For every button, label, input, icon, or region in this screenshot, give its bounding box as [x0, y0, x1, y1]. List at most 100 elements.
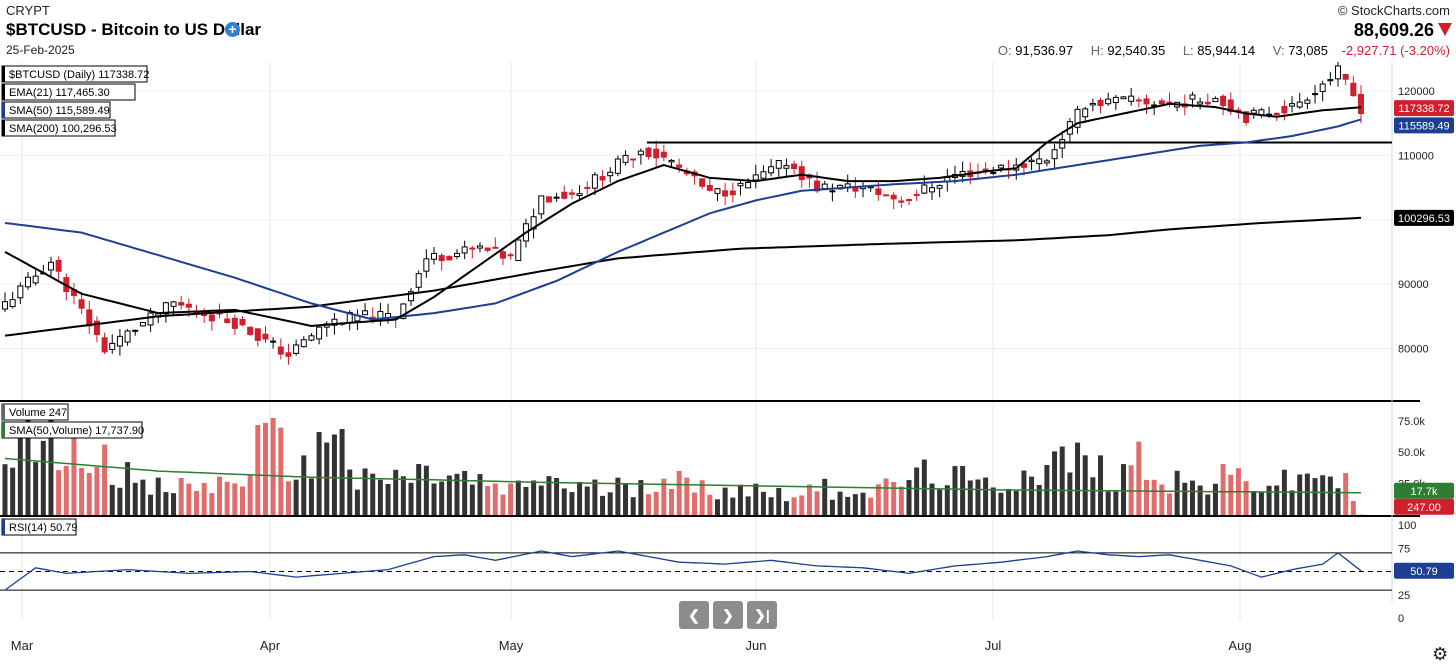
candle-body — [890, 194, 897, 200]
volume-bar — [906, 480, 912, 515]
volume-bar — [232, 483, 238, 515]
volume-bar — [1052, 451, 1058, 515]
candle-body — [78, 299, 85, 309]
candle-body — [1089, 103, 1096, 106]
volume-bar — [730, 497, 736, 515]
candle-body — [231, 317, 238, 329]
candle-body — [545, 196, 552, 203]
volume-bar — [2, 464, 8, 515]
volume-bar — [684, 477, 690, 515]
volume-bar — [1243, 481, 1249, 515]
candle-body — [1059, 139, 1066, 149]
candle-body — [1304, 99, 1311, 104]
sma50-line — [4, 118, 1362, 321]
volume-sma-badge-bg — [1394, 482, 1454, 499]
volume-bar — [86, 472, 92, 515]
gear-icon[interactable]: ⚙ — [1432, 644, 1449, 664]
candle-body — [124, 330, 131, 343]
candle-body — [285, 352, 292, 357]
volume-bar — [538, 485, 544, 515]
candle-body — [1143, 98, 1150, 105]
volume-bar — [1128, 465, 1134, 515]
legend-price: $BTCUSD (Daily) 117338.72 — [9, 69, 149, 81]
candle-body — [576, 193, 583, 197]
brand-label[interactable]: © StockCharts.com — [1337, 3, 1450, 18]
volume-sma-badge: 17.7k — [1411, 486, 1438, 498]
volume-bar — [17, 437, 23, 515]
volume-bar — [132, 482, 138, 515]
prev-button[interactable]: ❮ — [679, 601, 709, 629]
volume-bar — [898, 486, 904, 515]
rsi-tick-label: 75 — [1398, 543, 1410, 555]
candle-body — [829, 190, 836, 193]
volume-bar — [1029, 476, 1035, 515]
volume-bar — [362, 468, 368, 515]
volume-bar — [308, 478, 314, 515]
rsi-value-badge: 50.79 — [1410, 566, 1438, 578]
candle-body — [208, 314, 215, 322]
rsi-tick-label: 0 — [1398, 613, 1404, 625]
volume-bar — [293, 479, 299, 515]
next-button[interactable]: ❯ — [713, 601, 743, 629]
candle-body — [637, 150, 644, 156]
volume-tick-label: 50.0k — [1398, 447, 1425, 459]
volume-bar — [822, 478, 828, 515]
volume-bar — [125, 462, 131, 515]
candle-body — [408, 291, 415, 302]
candle-body — [783, 165, 790, 169]
volume-bar — [1304, 473, 1310, 515]
candle-body — [821, 183, 828, 190]
volume-bar — [554, 477, 560, 515]
candle-body — [1342, 74, 1349, 80]
candle-body — [362, 310, 369, 316]
volume-bar — [699, 480, 705, 515]
volume-bar — [178, 477, 184, 515]
candle-body — [1327, 79, 1334, 82]
volume-bar — [278, 427, 284, 515]
price-change: -2,927.71 (-3.20%) — [1341, 43, 1450, 58]
volume-bar — [569, 492, 575, 515]
price-chart[interactable]: MarAprMayJunJulAug1200001100001000009000… — [0, 62, 1456, 666]
volume-bar — [25, 419, 31, 515]
candle-body — [936, 185, 943, 189]
candle-body — [875, 188, 882, 196]
candle-body — [668, 159, 675, 163]
candle-body — [599, 176, 606, 181]
volume-bar — [852, 494, 858, 515]
volume-bar — [921, 459, 927, 515]
volume-bar — [469, 484, 475, 515]
candle-body — [331, 318, 338, 326]
skip-to-end-icon: ❯| — [754, 607, 770, 623]
low-label: L: — [1182, 43, 1194, 58]
candle-body — [737, 182, 744, 187]
volume-bar — [1159, 484, 1165, 515]
volume-bar — [868, 497, 874, 515]
price-value-badge-bg — [1394, 100, 1454, 117]
candle-body — [499, 251, 506, 259]
volume-bar — [860, 492, 866, 515]
volume-bar — [492, 483, 498, 515]
sma200-line — [4, 216, 1362, 337]
candle-body — [1273, 112, 1280, 116]
chevron-left-icon: ❮ — [688, 607, 700, 623]
volume-bar — [209, 493, 215, 515]
volume-bar — [171, 493, 177, 515]
add-plus-icon[interactable]: + — [225, 22, 240, 37]
volume-bar — [1350, 501, 1356, 515]
candle-body — [568, 192, 575, 195]
candle-body — [438, 255, 445, 262]
price-tick-label: 110000 — [1398, 150, 1434, 162]
candle-body — [1120, 96, 1127, 100]
volume-bar — [117, 487, 123, 515]
candle-body — [1105, 98, 1112, 105]
candle-body — [1020, 163, 1027, 168]
volume-bar — [1013, 490, 1019, 515]
candle-body — [1036, 158, 1043, 165]
candle-body — [132, 329, 139, 332]
candle-body — [591, 174, 598, 189]
volume-bar — [377, 479, 383, 515]
end-button[interactable]: ❯| — [747, 601, 777, 629]
candle-body — [247, 326, 254, 335]
candle-body — [883, 194, 890, 197]
candle-body — [1051, 149, 1058, 160]
